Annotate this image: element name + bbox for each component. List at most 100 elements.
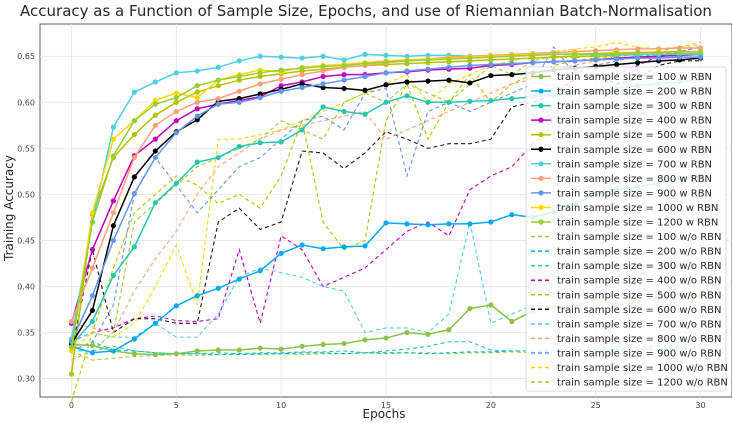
data-point	[341, 72, 347, 78]
data-point	[131, 89, 137, 95]
data-point	[635, 49, 641, 56]
data-point	[152, 122, 158, 128]
data-point	[152, 101, 158, 107]
data-point	[152, 200, 158, 206]
series-train-sample-size-1200-w-rbn	[68, 49, 704, 350]
data-point	[341, 340, 347, 347]
data-point	[278, 139, 284, 145]
data-point	[362, 51, 368, 57]
data-point	[341, 85, 347, 92]
legend-item: train sample size = 1000 w RBN	[531, 203, 718, 214]
data-point	[110, 136, 116, 142]
data-point	[299, 242, 305, 248]
data-point	[131, 154, 137, 161]
data-point	[467, 80, 473, 86]
data-point	[236, 73, 242, 80]
series-train-sample-size-500-w-o-rbn	[70, 51, 701, 402]
data-point	[194, 99, 200, 105]
data-point	[152, 136, 158, 142]
legend-label: train sample size = 1000 w/o RBN	[557, 363, 728, 374]
data-point	[530, 60, 536, 66]
data-point	[257, 73, 263, 80]
data-point	[509, 318, 515, 325]
data-point	[194, 159, 200, 165]
data-point	[320, 68, 326, 74]
legend-item: train sample size = 500 w/o RBN	[531, 290, 722, 301]
data-point	[236, 77, 242, 83]
legend-item: train sample size = 200 w RBN	[531, 87, 712, 98]
data-point	[152, 320, 158, 326]
data-point	[299, 55, 305, 61]
data-point	[676, 49, 683, 55]
data-point	[383, 70, 389, 76]
data-point	[89, 210, 96, 216]
series-train-sample-size-900-w-rbn	[68, 54, 704, 345]
data-point	[173, 303, 179, 309]
y-tick-label: 0.35	[17, 329, 35, 338]
data-point	[173, 180, 179, 186]
data-point	[509, 61, 515, 67]
legend-item: train sample size = 700 w/o RBN	[531, 319, 722, 330]
data-point	[131, 174, 137, 180]
data-point	[404, 79, 410, 85]
data-point	[572, 51, 578, 57]
legend-marker	[538, 219, 544, 225]
data-point	[383, 52, 389, 58]
data-point	[299, 84, 305, 91]
series-line	[70, 51, 701, 402]
data-point	[362, 337, 368, 343]
legend-box	[525, 66, 727, 392]
data-point	[110, 272, 116, 279]
data-point	[383, 220, 389, 226]
data-point	[299, 72, 305, 78]
data-point	[551, 59, 557, 65]
legend-marker	[538, 146, 544, 152]
data-point	[488, 302, 494, 308]
data-point	[173, 108, 179, 115]
legend-marker	[538, 204, 544, 211]
data-point	[257, 345, 263, 351]
data-point	[257, 140, 263, 146]
data-point	[257, 91, 263, 97]
data-point	[446, 64, 452, 70]
data-point	[362, 61, 368, 67]
data-point	[404, 221, 410, 227]
legend-label: train sample size = 1000 w RBN	[557, 203, 718, 214]
x-axis-ticks: 0 5 10 15 20 25 30	[69, 401, 706, 410]
legend-label: train sample size = 300 w RBN	[557, 101, 712, 112]
data-point	[446, 56, 452, 62]
data-point	[89, 307, 96, 314]
y-tick-label: 0.55	[17, 144, 35, 153]
data-point	[173, 130, 179, 136]
data-point	[278, 346, 284, 352]
data-point	[110, 153, 116, 159]
data-point	[320, 73, 326, 80]
data-point	[68, 371, 75, 377]
data-point	[110, 210, 116, 216]
data-point	[509, 53, 515, 59]
data-point	[362, 87, 368, 93]
legend-label: train sample size = 200 w/o RBN	[557, 247, 722, 258]
data-point	[488, 219, 494, 225]
legend-label: train sample size = 900 w/o RBN	[557, 348, 722, 359]
data-point	[131, 336, 137, 342]
legend-item: train sample size = 800 w/o RBN	[531, 334, 722, 345]
data-point	[89, 219, 96, 225]
data-point	[278, 250, 284, 256]
data-point	[194, 68, 200, 74]
y-tick-label: 0.65	[17, 52, 35, 61]
data-point	[383, 335, 389, 341]
data-point	[173, 95, 179, 101]
data-point	[467, 55, 473, 61]
data-point	[341, 108, 347, 115]
data-point	[446, 327, 452, 333]
data-point	[488, 61, 494, 68]
data-point	[110, 237, 116, 244]
data-point	[697, 45, 704, 51]
data-point	[278, 54, 284, 60]
y-tick-label: 0.50	[17, 190, 35, 199]
x-tick-label: 25	[591, 401, 601, 410]
legend-item: train sample size = 700 w RBN	[531, 159, 712, 170]
legend-label: train sample size = 400 w/o RBN	[557, 276, 722, 287]
legend-item: train sample size = 500 w RBN	[531, 130, 712, 141]
